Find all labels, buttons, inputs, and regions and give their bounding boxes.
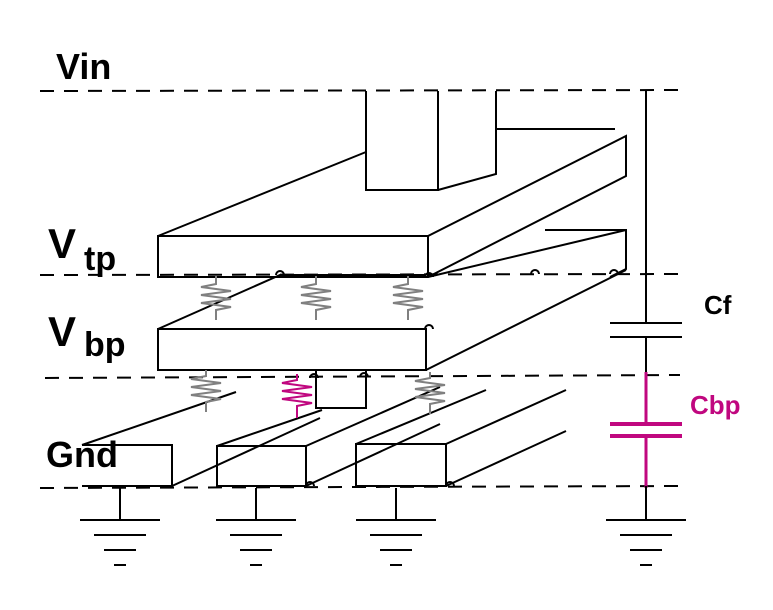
ground-symbol-3 xyxy=(356,519,436,566)
vtp-plate-edge xyxy=(427,229,627,278)
gnd-bar-2 xyxy=(216,386,441,487)
vtp-label: V xyxy=(48,220,76,267)
cbp-label: Cbp xyxy=(690,390,741,420)
gnd-label: Gnd xyxy=(46,434,118,475)
vbp-gnd-link xyxy=(315,370,367,409)
resistor-vtp-vbp-3 xyxy=(392,276,424,320)
cf-label: Cf xyxy=(704,290,732,320)
ground-symbol-4 xyxy=(606,519,686,566)
vbp-level-line xyxy=(44,374,681,379)
vbp-label: V xyxy=(48,308,76,355)
ground-symbol-1 xyxy=(80,519,160,566)
gnd-bar-1 xyxy=(81,391,321,487)
resistor-vbp-gnd-highlight xyxy=(281,374,313,418)
vin-column xyxy=(365,91,497,191)
resistor-vtp-vbp-2 xyxy=(300,276,332,320)
ground-symbol-2 xyxy=(216,519,296,566)
vin-label: Vin xyxy=(56,46,111,87)
vin-connector xyxy=(157,128,615,237)
hop-arcs xyxy=(275,269,619,487)
resistor-vbp-gnd-1 xyxy=(190,370,222,412)
resistor-vbp-gnd-3 xyxy=(414,372,446,414)
vtp-subscript: tp xyxy=(84,240,116,278)
gnd-bar-3 xyxy=(355,389,567,487)
resistor-vtp-vbp-1 xyxy=(200,276,232,320)
vbp-subscript: bp xyxy=(84,326,126,364)
vbp-plate xyxy=(157,269,627,371)
vtp-plate xyxy=(157,134,627,278)
vin-level-line xyxy=(39,89,681,92)
